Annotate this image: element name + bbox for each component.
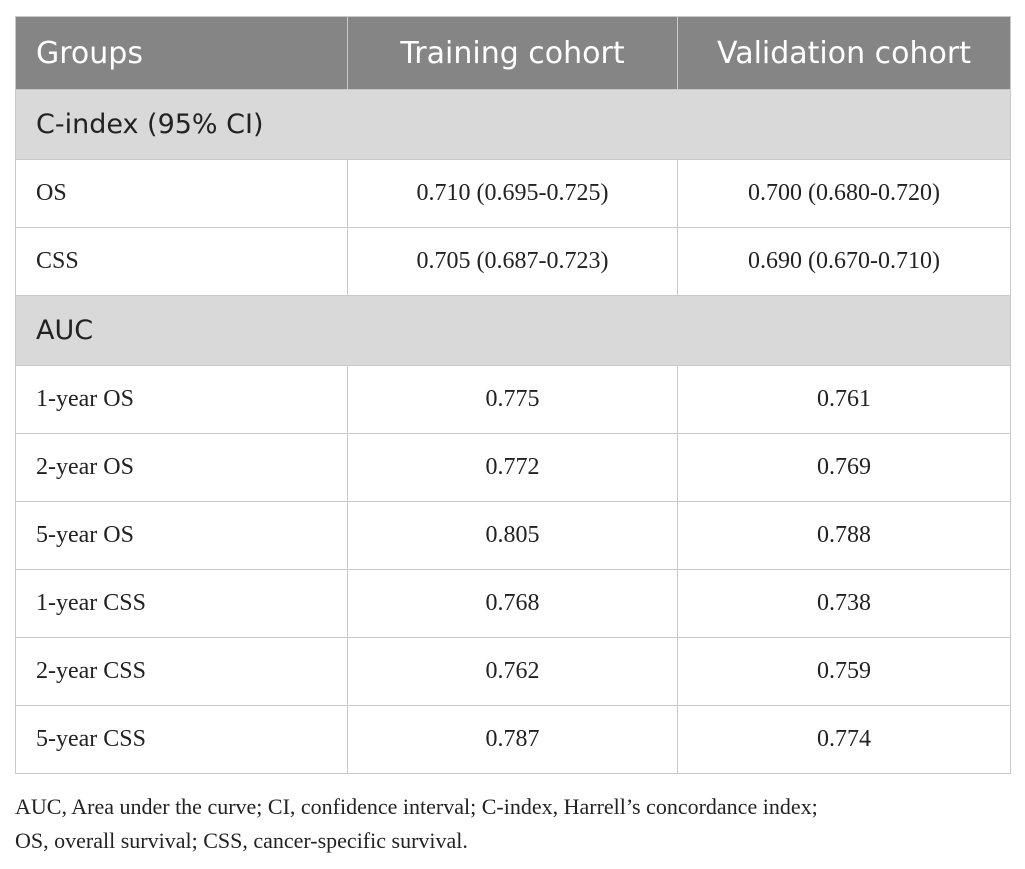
section-title: C-index (95% CI) xyxy=(15,89,1011,160)
footnote-line-1: AUC, Area under the curve; CI, confidenc… xyxy=(15,794,818,819)
row-label: 1-year OS xyxy=(15,365,348,434)
validation-value: 0.769 xyxy=(677,433,1011,502)
table-row: OS 0.710 (0.695-0.725) 0.700 (0.680-0.72… xyxy=(15,159,1011,228)
table-row: CSS 0.705 (0.687-0.723) 0.690 (0.670-0.7… xyxy=(15,227,1011,296)
table-row: 1-year OS 0.775 0.761 xyxy=(15,365,1011,434)
training-value: 0.768 xyxy=(347,569,678,638)
table-header: Groups Training cohort Validation cohort xyxy=(15,16,1011,90)
row-label: 5-year OS xyxy=(15,501,348,570)
header-validation-cohort: Validation cohort xyxy=(677,16,1011,90)
training-value: 0.772 xyxy=(347,433,678,502)
validation-value: 0.788 xyxy=(677,501,1011,570)
row-label: 5-year CSS xyxy=(15,705,348,774)
row-label: 2-year CSS xyxy=(15,637,348,706)
table-body: C-index (95% CI) OS 0.710 (0.695-0.725) … xyxy=(15,89,1011,774)
row-label: OS xyxy=(15,159,348,228)
section-row-c-index: C-index (95% CI) xyxy=(15,89,1011,160)
table-row: 5-year CSS 0.787 0.774 xyxy=(15,705,1011,774)
validation-value: 0.774 xyxy=(677,705,1011,774)
training-value: 0.787 xyxy=(347,705,678,774)
header-row: Groups Training cohort Validation cohort xyxy=(15,16,1011,90)
training-value: 0.775 xyxy=(347,365,678,434)
row-label: 2-year OS xyxy=(15,433,348,502)
row-label: 1-year CSS xyxy=(15,569,348,638)
table-row: 1-year CSS 0.768 0.738 xyxy=(15,569,1011,638)
table-row: 2-year CSS 0.762 0.759 xyxy=(15,637,1011,706)
training-value: 0.805 xyxy=(347,501,678,570)
training-value: 0.705 (0.687-0.723) xyxy=(347,227,678,296)
validation-value: 0.761 xyxy=(677,365,1011,434)
section-row-auc: AUC xyxy=(15,295,1011,366)
validation-value: 0.700 (0.680-0.720) xyxy=(677,159,1011,228)
validation-value: 0.759 xyxy=(677,637,1011,706)
header-training-cohort: Training cohort xyxy=(347,16,678,90)
table-footnote: AUC, Area under the curve; CI, confidenc… xyxy=(15,790,1015,858)
table-row: 5-year OS 0.805 0.788 xyxy=(15,501,1011,570)
validation-value: 0.690 (0.670-0.710) xyxy=(677,227,1011,296)
footnote-line-2: OS, overall survival; CSS, cancer-specif… xyxy=(15,828,468,853)
section-title: AUC xyxy=(15,295,1011,366)
training-value: 0.762 xyxy=(347,637,678,706)
training-value: 0.710 (0.695-0.725) xyxy=(347,159,678,228)
header-groups: Groups xyxy=(15,16,348,90)
validation-value: 0.738 xyxy=(677,569,1011,638)
table-row: 2-year OS 0.772 0.769 xyxy=(15,433,1011,502)
row-label: CSS xyxy=(15,227,348,296)
results-table: Groups Training cohort Validation cohort… xyxy=(15,16,1011,774)
results-table-container: Groups Training cohort Validation cohort… xyxy=(15,16,1011,774)
